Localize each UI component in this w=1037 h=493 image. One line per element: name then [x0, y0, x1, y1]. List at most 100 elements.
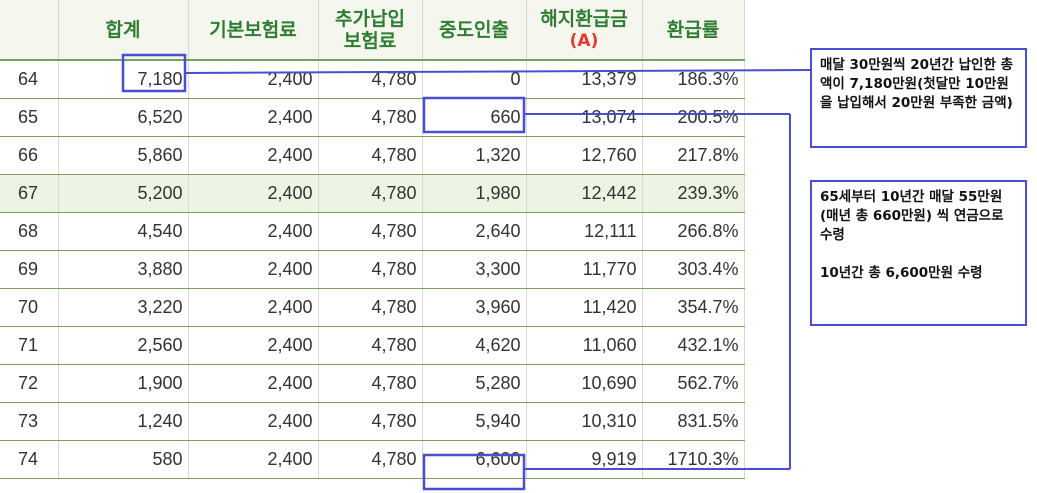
header-surrender-value: 해지환급금 (A) — [526, 0, 643, 61]
cell-surrender: 11,770 — [526, 250, 643, 289]
header-row: 합계 기본보험료 추가납입 보험료 중도인출 해지환급금 (A) 환급률 — [0, 0, 745, 61]
cell-basic: 2,400 — [188, 212, 319, 251]
callout-premium-text: 매달 30만원씩 20년간 납인한 총액이 7,180만원(첫달만 10만원을 … — [820, 57, 1013, 111]
cell-rate: 1710.3% — [642, 440, 745, 479]
callout-pension-withdrawal: 65세부터 10년간 매달 55만원(매년 총 660만원) 씩 연금으로 수령… — [810, 180, 1027, 326]
table-row: 65 6,520 2,400 4,780 660 13,074 200.5% — [0, 98, 745, 137]
cell-withdrawal: 1,980 — [422, 174, 527, 213]
cell-surrender: 11,060 — [526, 326, 643, 365]
header-additional-line1: 추가납입 — [335, 7, 405, 30]
cell-rate: 831.5% — [642, 402, 745, 441]
cell-rate: 303.4% — [642, 250, 745, 289]
cell-total: 5,200 — [58, 174, 189, 213]
cell-basic: 2,400 — [188, 326, 319, 365]
cell-rate: 354.7% — [642, 288, 745, 327]
cell-withdrawal: 5,940 — [422, 402, 527, 441]
cell-withdrawal: 1,320 — [422, 136, 527, 175]
cell-additional: 4,780 — [318, 212, 423, 251]
connector-line-first — [184, 69, 811, 74]
cell-basic: 2,400 — [188, 364, 319, 403]
cell-total: 6,520 — [58, 98, 189, 137]
highlight-box-withdrawal-74 — [422, 453, 526, 491]
highlight-box-withdrawal-65 — [422, 96, 526, 134]
pension-withdrawal-table: 합계 기본보험료 추가납입 보험료 중도인출 해지환급금 (A) 환급률 64 … — [0, 0, 745, 479]
cell-age: 69 — [0, 250, 59, 289]
cell-age: 72 — [0, 364, 59, 403]
header-additional-line2: 보험료 — [343, 29, 397, 52]
header-surrender-marker: (A) — [569, 30, 599, 51]
callout-pension-text-1: 65세부터 10년간 매달 55만원(매년 총 660만원) 씩 연금으로 수령 — [820, 189, 1004, 243]
cell-rate: 432.1% — [642, 326, 745, 365]
header-basic-premium: 기본보험료 — [188, 0, 319, 61]
cell-rate: 239.3% — [642, 174, 745, 213]
cell-age: 64 — [0, 60, 59, 99]
cell-total: 4,540 — [58, 212, 189, 251]
cell-basic: 2,400 — [188, 136, 319, 175]
cell-basic: 2,400 — [188, 288, 319, 327]
callout-pension-text-2: 10년간 총 6,600만원 수령 — [820, 265, 983, 281]
cell-surrender: 9,919 — [526, 440, 643, 479]
cell-age: 65 — [0, 98, 59, 137]
cell-age: 70 — [0, 288, 59, 327]
cell-age: 73 — [0, 402, 59, 441]
cell-withdrawal: 5,280 — [422, 364, 527, 403]
header-additional-premium: 추가납입 보험료 — [318, 0, 423, 61]
cell-total: 5,860 — [58, 136, 189, 175]
highlight-box-total-64 — [121, 53, 187, 93]
cell-basic: 2,400 — [188, 440, 319, 479]
cell-surrender: 12,111 — [526, 212, 643, 251]
cell-surrender: 13,074 — [526, 98, 643, 137]
cell-withdrawal: 3,300 — [422, 250, 527, 289]
cell-additional: 4,780 — [318, 174, 423, 213]
table-row: 71 2,560 2,400 4,780 4,620 11,060 432.1% — [0, 326, 745, 365]
table-row: 72 1,900 2,400 4,780 5,280 10,690 562.7% — [0, 364, 745, 403]
cell-total: 1,900 — [58, 364, 189, 403]
cell-withdrawal: 0 — [422, 60, 527, 99]
cell-age: 71 — [0, 326, 59, 365]
header-surrender-line1: 해지환급금 — [540, 7, 628, 30]
cell-basic: 2,400 — [188, 402, 319, 441]
cell-additional: 4,780 — [318, 440, 423, 479]
cell-total: 1,240 — [58, 402, 189, 441]
cell-age: 68 — [0, 212, 59, 251]
header-age — [0, 0, 59, 61]
header-refund-rate: 환급률 — [642, 0, 745, 61]
cell-total: 2,560 — [58, 326, 189, 365]
cell-basic: 2,400 — [188, 98, 319, 137]
cell-withdrawal: 6,600 — [422, 440, 527, 479]
cell-rate: 200.5% — [642, 98, 745, 137]
table-row: 74 580 2,400 4,780 6,600 9,919 1710.3% — [0, 440, 745, 479]
table-row: 69 3,880 2,400 4,780 3,300 11,770 303.4% — [0, 250, 745, 289]
table-row: 64 7,180 2,400 4,780 0 13,379 186.3% — [0, 60, 745, 99]
cell-basic: 2,400 — [188, 250, 319, 289]
cell-surrender: 12,442 — [526, 174, 643, 213]
cell-additional: 4,780 — [318, 98, 423, 137]
cell-surrender: 10,310 — [526, 402, 643, 441]
cell-additional: 4,780 — [318, 364, 423, 403]
cell-additional: 4,780 — [318, 326, 423, 365]
cell-age: 66 — [0, 136, 59, 175]
cell-withdrawal: 660 — [422, 98, 527, 137]
cell-withdrawal: 4,620 — [422, 326, 527, 365]
cell-additional: 4,780 — [318, 402, 423, 441]
pension-table-container: 합계 기본보험료 추가납입 보험료 중도인출 해지환급금 (A) 환급률 64 … — [0, 0, 745, 479]
cell-rate: 217.8% — [642, 136, 745, 175]
cell-additional: 4,780 — [318, 288, 423, 327]
cell-surrender: 11,420 — [526, 288, 643, 327]
table-row: 66 5,860 2,400 4,780 1,320 12,760 217.8% — [0, 136, 745, 175]
cell-additional: 4,780 — [318, 60, 423, 99]
cell-total: 580 — [58, 440, 189, 479]
cell-surrender: 10,690 — [526, 364, 643, 403]
table-row: 68 4,540 2,400 4,780 2,640 12,111 266.8% — [0, 212, 745, 251]
cell-withdrawal: 2,640 — [422, 212, 527, 251]
cell-age: 67 — [0, 174, 59, 213]
cell-total: 3,220 — [58, 288, 189, 327]
cell-withdrawal: 3,960 — [422, 288, 527, 327]
cell-age: 74 — [0, 440, 59, 479]
cell-total: 3,880 — [58, 250, 189, 289]
cell-additional: 4,780 — [318, 136, 423, 175]
cell-basic: 2,400 — [188, 60, 319, 99]
cell-surrender: 13,379 — [526, 60, 643, 99]
table-row-highlighted: 67 5,200 2,400 4,780 1,980 12,442 239.3% — [0, 174, 745, 213]
